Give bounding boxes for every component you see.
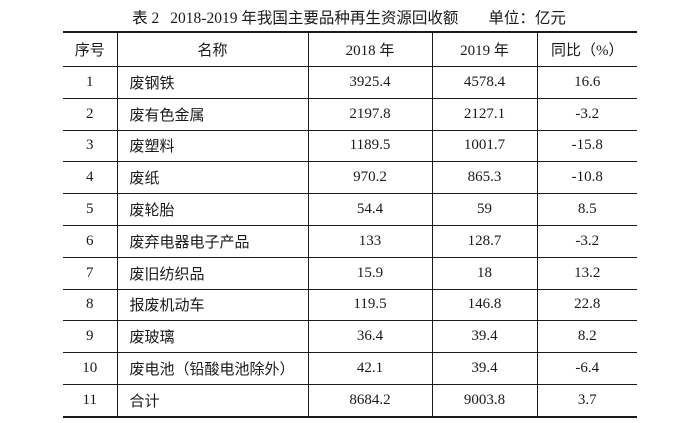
value-2019-cell: 18	[431, 257, 537, 290]
row-no-cell: 4	[63, 161, 117, 195]
table-row: 8 报废机动车 119.5 146.8 22.8	[63, 289, 637, 322]
row-no-cell: 6	[63, 225, 117, 258]
value-2018-cell: 119.5	[307, 289, 432, 322]
table-row: 5 废轮胎 54.4 59 8.5	[63, 193, 637, 226]
row-no-cell: 11	[82, 391, 97, 408]
value-2018-cell: 8684.2	[307, 384, 432, 417]
table-row: 9 废玻璃 36.4 39.4 8.2	[63, 320, 637, 354]
yoy-cell: -3.2	[536, 98, 637, 131]
yoy-cell: 16.6	[536, 66, 637, 99]
value-2018-cell: 3925.4	[307, 66, 432, 99]
value-2018-cell: 15.9	[307, 257, 432, 290]
value-2019-cell: 39.4	[431, 320, 537, 354]
table-row: 10 废电池（铅酸电池除外） 42.1 39.4 -6.4	[63, 352, 637, 385]
name-cell: 废弃电器电子产品	[116, 225, 308, 258]
table-unit-label: 单位：亿元	[488, 10, 566, 27]
header-no: 序号	[63, 32, 117, 67]
row-no-cell: 8	[63, 289, 117, 322]
value-2019-cell: 4578.4	[431, 66, 537, 99]
yoy-cell: 8.2	[536, 320, 637, 354]
name-cell: 废钢铁	[116, 66, 308, 99]
value-2018-cell: 36.4	[307, 320, 432, 354]
table-caption: 表 2 2018-2019 年我国主要品种再生资源回收额 单位：亿元	[0, 6, 698, 28]
value-2018-cell: 1189.5	[307, 130, 432, 163]
header-yoy: 同比（%）	[536, 32, 637, 67]
yoy-cell: 8.5	[536, 193, 637, 226]
header-2018: 2018 年	[307, 32, 432, 67]
table-row: 7 废旧纺织品 15.9 18 13.2	[63, 257, 637, 290]
yoy-cell: -3.2	[536, 225, 637, 258]
table-row: 1 废钢铁 3925.4 4578.4 16.6	[63, 66, 637, 99]
row-no-cell: 10	[63, 352, 117, 385]
value-2018-cell: 970.2	[307, 161, 432, 195]
value-2019-cell: 39.4	[431, 352, 537, 385]
yoy-cell: 3.7	[536, 384, 637, 417]
table-row: 3 废塑料 1189.5 1001.7 -15.8	[63, 130, 637, 163]
name-cell: 废电池（铅酸电池除外）	[116, 352, 308, 385]
table-row: 2 废有色金属 2197.8 2127.1 -3.2	[63, 98, 637, 131]
name-cell: 报废机动车	[116, 289, 308, 322]
row-no-cell: 5	[63, 193, 117, 226]
value-2019-cell: 2127.1	[431, 98, 537, 131]
table-row-total: 11 合计 8684.2 9003.8 3.7	[63, 384, 637, 417]
row-no-cell: 7	[63, 257, 117, 290]
yoy-cell: 13.2	[536, 257, 637, 290]
name-cell: 废纸	[116, 161, 308, 195]
value-2019-cell: 128.7	[431, 225, 537, 258]
recycling-table: 序号 名称 2018 年 2019 年 同比（%） 1 废钢铁 3925.4 4…	[63, 31, 637, 418]
yoy-cell: -10.8	[536, 161, 637, 195]
row-no-cell: 2	[63, 98, 117, 131]
name-cell: 废塑料	[116, 130, 308, 163]
table-row: 6 废弃电器电子产品 133 128.7 -3.2	[63, 225, 637, 258]
row-no-cell: 1	[63, 66, 117, 99]
row-no-cell: 9	[63, 320, 117, 354]
name-cell: 合计	[116, 384, 308, 417]
yoy-cell: 22.8	[536, 289, 637, 322]
table-number-label: 表 2	[132, 10, 160, 27]
yoy-cell: -15.8	[536, 130, 637, 163]
header-name: 名称	[116, 32, 308, 67]
name-cell: 废有色金属	[116, 98, 308, 131]
value-2019-cell: 865.3	[431, 161, 537, 195]
value-2019-cell: 1001.7	[431, 130, 537, 163]
value-2018-cell: 54.4	[307, 193, 432, 226]
value-2018-cell: 42.1	[307, 352, 432, 385]
table-title-text: 2018-2019 年我国主要品种再生资源回收额	[170, 10, 459, 27]
value-2019-cell: 146.8	[431, 289, 537, 322]
name-cell: 废轮胎	[116, 193, 308, 226]
value-2019-cell: 9003.8	[431, 384, 537, 417]
value-2018-cell: 133	[307, 225, 432, 258]
yoy-cell: -6.4	[536, 352, 637, 385]
name-cell: 废玻璃	[116, 320, 308, 354]
row-no-cell: 3	[63, 130, 117, 163]
value-2019-cell: 59	[431, 193, 537, 226]
value-2018-cell: 2197.8	[307, 98, 432, 131]
table-header-row: 序号 名称 2018 年 2019 年 同比（%）	[63, 32, 637, 67]
name-cell: 废旧纺织品	[116, 257, 308, 290]
table-row: 4 废纸 970.2 865.3 -10.8	[63, 161, 637, 195]
header-2019: 2019 年	[431, 32, 537, 67]
